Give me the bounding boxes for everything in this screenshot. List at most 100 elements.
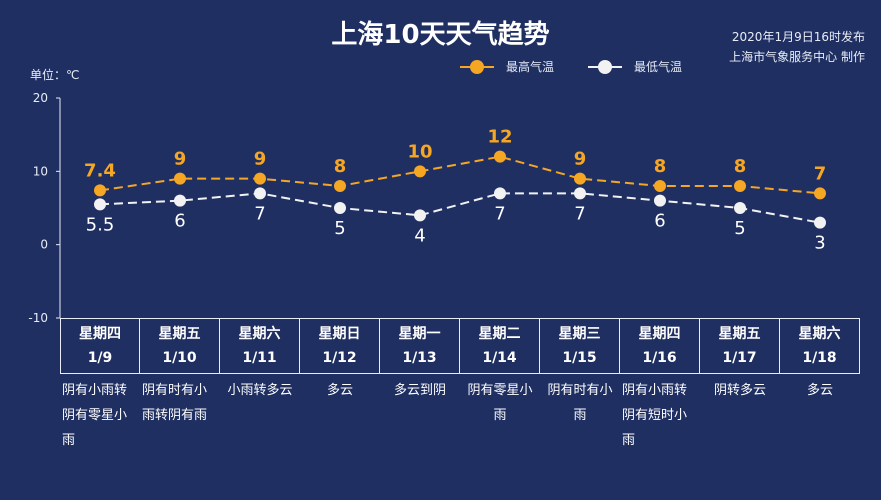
series-layer: 7.4 9 9 8 10 12 9 8 8 7 5.5 6 7 5 4 7 7 6 5 3 [84,127,826,254]
low-temp-label: 6 [654,211,665,232]
high-temp-point [814,187,826,200]
high-temp-point [94,184,106,197]
weekday-label: 星期五 [158,326,201,342]
weather-description: 多云到阴 [393,383,446,398]
day-header-cell: 星期五 1/10 [140,318,220,374]
high-temp-point [334,180,346,192]
high-temp-point [574,172,586,185]
weather-description: 多云 [326,383,353,398]
low-temp-point [334,202,346,214]
date-label: 1/12 [322,350,357,366]
day-header-cell: 星期一 1/13 [380,318,460,374]
weather-description: 阴转多云 [713,383,766,398]
weekday-label: 星期六 [238,326,281,342]
weekday-label: 星期一 [398,326,441,342]
date-label: 1/11 [242,350,277,366]
weekday-label: 星期三 [558,326,601,342]
low-temp-point [734,202,746,214]
day-header-cell: 星期二 1/14 [460,318,540,374]
weather-description: 阴有零星小雨 [467,383,533,423]
low-temp-point [94,198,106,211]
y-tick-label: 10 [33,164,48,178]
producer-credit: 上海市气象服务中心 制作 [729,50,865,64]
high-temp-point [654,180,666,192]
y-tick-label: 0 [40,238,48,252]
low-temp-label: 7 [574,203,585,224]
weather-description-row: 阴有小雨转阴有零星小雨 阴有时有小雨转阴有雨 小雨转多云 多云 多云到阴 阴有零星小雨 阴有… [60,378,860,453]
day-header-cell: 星期六 1/18 [780,318,860,374]
date-label: 1/16 [642,350,677,366]
legend-low-label: 最低气温 [634,60,683,74]
low-temp-point [654,194,666,207]
date-label: 1/18 [802,350,837,366]
high-temp-label: 9 [254,149,267,170]
high-temp-line [99,155,821,195]
low-temp-point [254,187,266,200]
weekday-label: 星期六 [798,326,841,342]
legend: 最高气温 最低气温 [460,58,682,75]
publish-info: 2020年1月9日16时发布 上海市气象服务中心 制作 [729,27,865,67]
publish-time: 2020年1月9日16时发布 [731,30,865,44]
low-temp-label: 6 [174,211,185,232]
high-temp-point [494,150,506,163]
low-temp-line [99,192,821,224]
high-temp-point [734,180,746,192]
low-temp-point [574,187,586,200]
legend-item-low: 最低气温 [588,58,682,75]
day-header-cell: 星期日 1/12 [300,318,380,374]
weekday-label: 星期四 [79,326,121,342]
date-label: 1/10 [162,350,197,366]
high-temp-label: 8 [334,156,347,177]
chart-title: 上海10天天气趋势 [331,20,550,50]
low-temp-label: 5.5 [86,214,115,235]
y-tick-label: -10 [28,311,48,325]
low-temp-point [414,209,426,222]
high-temp-point [254,172,266,185]
y-tick-label: 20 [33,91,48,105]
legend-high-label: 最高气温 [506,60,555,74]
day-header-cell: 星期五 1/17 [700,318,780,374]
weather-description: 多云 [806,383,833,398]
date-label: 1/15 [562,350,597,366]
low-temp-label: 5 [334,218,345,239]
date-label: 1/13 [402,350,437,366]
high-temp-point [414,165,426,178]
legend-item-high: 最高气温 [460,58,554,75]
high-temp-label: 8 [654,156,667,177]
legend-low-marker [588,59,623,74]
day-header-cell: 星期六 1/11 [220,318,300,374]
weather-description: 小雨转多云 [227,383,293,398]
weather-description: 阴有时有小雨转阴有雨 [142,383,208,423]
low-temp-point [814,216,826,229]
low-temp-point [174,194,186,207]
low-temp-label: 4 [414,225,425,246]
legend-high-marker [460,59,494,74]
day-header-cell: 星期三 1/15 [540,318,620,374]
day-header-row: 星期四 1/9 星期五 1/10 星期六 1/11 星期日 1/12 星期一 1/13 星期二 1/1… [60,318,860,374]
high-temp-label: 7 [814,163,827,184]
high-temp-label: 9 [174,149,187,170]
high-temp-label: 10 [407,141,432,162]
date-label: 1/14 [482,350,517,366]
date-label: 1/9 [87,350,113,366]
weather-description: 阴有小雨转阴有零星小雨 [62,383,128,448]
low-temp-point [494,187,506,200]
low-temp-label: 5 [734,218,745,239]
weather-description: 阴有小雨转阴有短时小雨 [622,383,688,448]
day-header-cell: 星期四 1/9 [60,318,140,374]
weekday-label: 星期五 [718,326,761,342]
date-label: 1/17 [722,350,757,366]
weekday-label: 星期日 [318,326,361,342]
weather-description: 阴有时有小雨 [547,383,613,423]
low-temp-label: 7 [494,203,505,224]
unit-label: 单位：℃ [30,68,80,82]
high-temp-label: 7.4 [84,160,116,181]
high-temp-point [174,172,186,185]
weekday-label: 星期四 [638,326,681,342]
low-temp-label: 7 [254,203,265,224]
high-temp-label: 8 [734,156,747,177]
day-header-cell: 星期四 1/16 [620,318,700,374]
weekday-label: 星期二 [478,326,521,342]
high-temp-label: 9 [574,149,587,170]
